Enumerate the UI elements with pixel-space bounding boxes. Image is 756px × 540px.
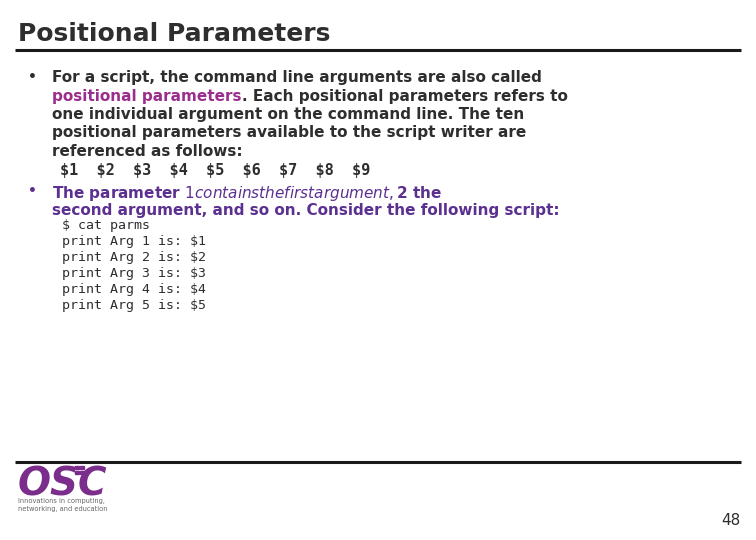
- Text: one individual argument on the command line. The ten: one individual argument on the command l…: [52, 107, 524, 122]
- Text: second argument, and so on. Consider the following script:: second argument, and so on. Consider the…: [52, 202, 559, 218]
- Bar: [75, 465, 79, 469]
- Text: 48: 48: [720, 513, 740, 528]
- Text: Positional Parameters: Positional Parameters: [18, 22, 330, 46]
- Bar: [80, 465, 83, 469]
- Text: positional parameters: positional parameters: [52, 89, 241, 104]
- Text: print Arg 5 is: $5: print Arg 5 is: $5: [62, 299, 206, 312]
- Text: •: •: [28, 70, 37, 84]
- Text: $ cat parms: $ cat parms: [62, 219, 150, 232]
- Text: print Arg 3 is: $3: print Arg 3 is: $3: [62, 267, 206, 280]
- Text: print Arg 4 is: $4: print Arg 4 is: $4: [62, 283, 206, 296]
- Text: positional parameters available to the script writer are: positional parameters available to the s…: [52, 125, 526, 140]
- Text: . Each positional parameters refers to: . Each positional parameters refers to: [241, 89, 567, 104]
- Text: The parameter $1 contains the first argument, $2 the: The parameter $1 contains the first argu…: [52, 184, 442, 203]
- Text: print Arg 2 is: $2: print Arg 2 is: $2: [62, 251, 206, 264]
- Text: •: •: [28, 184, 37, 198]
- Bar: [75, 470, 79, 474]
- Text: For a script, the command line arguments are also called: For a script, the command line arguments…: [52, 70, 542, 85]
- Text: print Arg 1 is: $1: print Arg 1 is: $1: [62, 235, 206, 248]
- Text: referenced as follows:: referenced as follows:: [52, 144, 243, 159]
- Text: Innovations in computing,
networking, and education: Innovations in computing, networking, an…: [18, 498, 107, 512]
- Text: OSC: OSC: [18, 466, 107, 504]
- Text: $1  $2  $3  $4  $5  $6  $7  $8  $9: $1 $2 $3 $4 $5 $6 $7 $8 $9: [60, 163, 370, 178]
- Bar: [80, 470, 83, 474]
